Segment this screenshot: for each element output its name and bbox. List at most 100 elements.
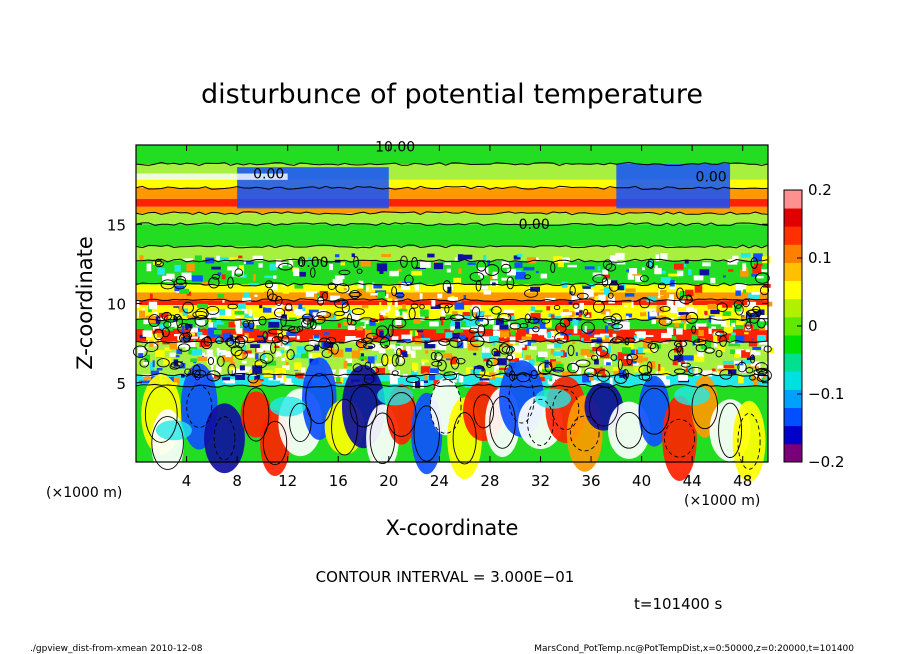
contour-loop — [411, 257, 418, 269]
field-speckle — [757, 334, 767, 342]
field-speckle — [234, 315, 241, 318]
field-speckle — [372, 343, 382, 351]
field-speckle — [365, 345, 373, 349]
contour-loop — [516, 372, 531, 383]
field-speckle — [165, 358, 171, 365]
field-speckle — [750, 363, 755, 369]
contour-loop — [681, 362, 691, 368]
contour-loop — [756, 318, 766, 329]
contour-cell — [386, 392, 417, 437]
colorbar-tick-label: 0 — [808, 317, 818, 335]
field-speckle — [308, 341, 315, 347]
field-speckle — [757, 372, 765, 376]
field-speckle — [592, 380, 596, 385]
contour-loop — [317, 296, 325, 306]
field-speckle — [419, 314, 425, 321]
field-speckle — [243, 259, 248, 265]
field-speckle — [202, 259, 206, 264]
field-speckle — [164, 347, 172, 351]
field-speckle — [513, 345, 523, 353]
field-speckle — [685, 289, 694, 297]
contour-label: 0.00 — [253, 166, 284, 182]
contour-loop — [484, 264, 500, 276]
contour-loop — [160, 279, 175, 290]
field-speckle — [767, 296, 778, 299]
field-speckle — [477, 310, 484, 317]
field-speckle — [766, 341, 772, 348]
contour-loop — [169, 363, 180, 370]
field-speckle — [584, 266, 595, 270]
field-speckle — [708, 328, 712, 334]
field-speckle — [753, 382, 759, 386]
x-tick-label: 8 — [232, 472, 242, 490]
contour-cell — [289, 402, 312, 443]
x-tick-label: 44 — [683, 472, 702, 490]
field-speckle — [550, 314, 555, 318]
contour-loop — [254, 359, 267, 369]
field-speckle — [235, 372, 246, 381]
field-speckle — [562, 309, 569, 313]
field-speckle — [156, 332, 164, 338]
field-speckle — [443, 283, 453, 290]
field-speckle — [244, 314, 253, 319]
field-speckle — [221, 318, 230, 323]
field-speckle — [602, 337, 611, 345]
contour-loop — [715, 331, 728, 337]
field-speckle — [369, 362, 374, 369]
field-speckle — [733, 303, 742, 312]
field-speckle — [396, 345, 403, 349]
x-tick-label: 32 — [531, 472, 550, 490]
contour-interval-text: CONTOUR INTERVAL = 3.000E−01 — [316, 568, 575, 586]
field-speckle — [162, 275, 172, 282]
field-speckle — [296, 335, 300, 340]
field-speckle — [376, 291, 386, 300]
field-speckle — [733, 360, 742, 364]
field-speckle — [346, 369, 351, 377]
field-speckle — [747, 301, 757, 309]
field-speckle — [646, 296, 657, 303]
field-speckle — [613, 324, 621, 331]
field-speckle — [597, 349, 600, 358]
field-speckle — [561, 281, 568, 288]
field-speckle — [190, 327, 199, 333]
field-speckle — [717, 345, 726, 352]
field-speckle — [183, 258, 193, 262]
field-speckle — [728, 341, 738, 347]
field-speckle — [256, 348, 264, 353]
field-speckle — [250, 344, 260, 348]
field-band — [136, 260, 768, 285]
field-speckle — [293, 268, 300, 277]
field-speckle — [593, 334, 604, 338]
colorbar-tick-label: −0.1 — [808, 385, 844, 403]
field-speckle — [572, 339, 576, 345]
contour-loop — [242, 320, 250, 328]
field-speckle — [243, 350, 252, 355]
field-speckle — [337, 323, 341, 328]
field-speckle — [673, 263, 684, 270]
field-speckle — [750, 351, 761, 356]
field-speckle — [465, 337, 469, 341]
field-speckle — [581, 285, 590, 288]
field-speckle — [394, 319, 402, 325]
field-speckle — [740, 253, 751, 258]
contour-loop — [486, 357, 499, 367]
field-speckle — [290, 355, 295, 360]
field-speckle — [538, 351, 548, 358]
field-speckle — [759, 314, 770, 322]
field-speckle — [554, 343, 562, 348]
field-speckle — [237, 340, 247, 345]
field-speckle — [594, 296, 601, 304]
field-speckle — [330, 295, 341, 301]
contour-loop — [178, 343, 191, 352]
field-speckle — [269, 263, 277, 271]
field-speckle — [754, 263, 763, 267]
field-speckle — [743, 360, 752, 364]
contour-loop — [191, 369, 207, 378]
x-tick-label: 40 — [632, 472, 651, 490]
contour-loop — [280, 314, 287, 327]
field-cell — [535, 388, 572, 409]
field-speckle — [514, 262, 523, 268]
field-speckle — [711, 326, 717, 329]
field-speckle — [262, 352, 266, 360]
field-speckle — [222, 332, 232, 341]
